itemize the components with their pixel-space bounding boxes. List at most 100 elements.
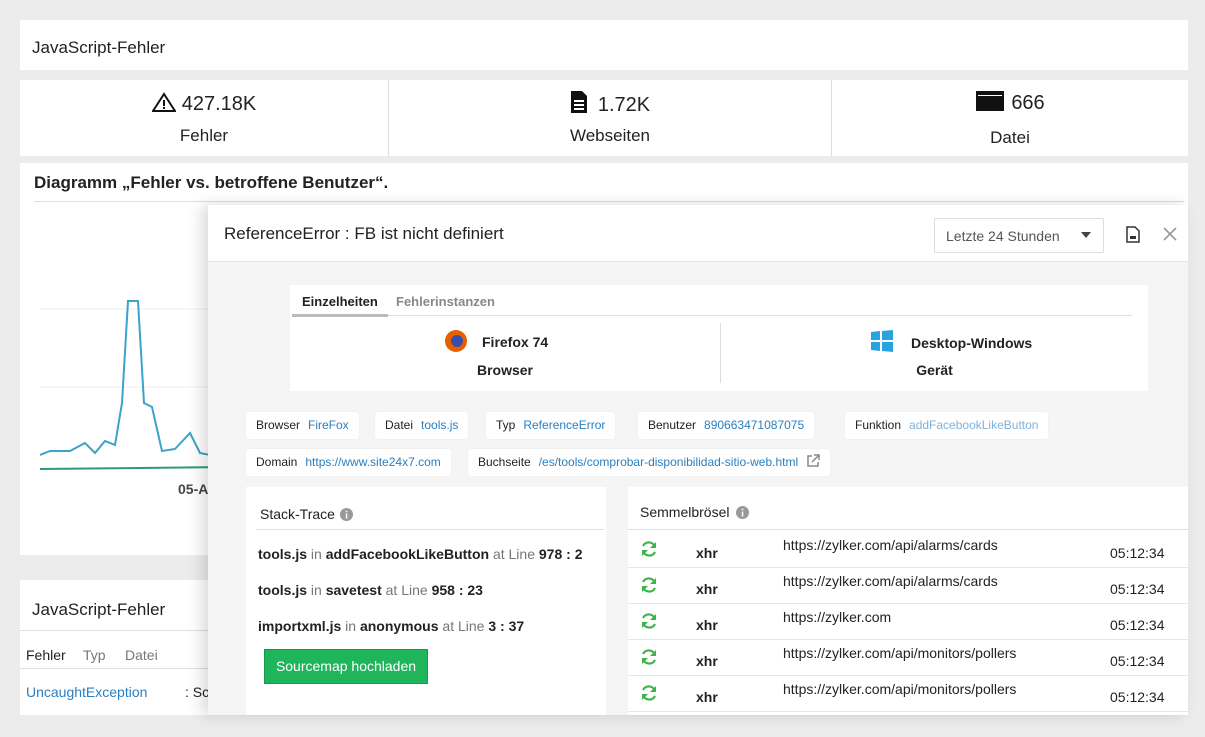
warning-icon <box>150 92 177 112</box>
stack-frame: importxml.js in anonymous at Line 3 : 37 <box>258 618 524 634</box>
list-title: JavaScript-Fehler <box>32 600 166 619</box>
stat-label: Datei <box>990 128 1030 147</box>
browser-value: Firefox 74 <box>482 334 549 350</box>
breadcrumb-row: xhr https://zylker.com/api/monitors/polle… <box>628 640 1188 676</box>
divider <box>20 668 220 669</box>
folder-icon <box>976 91 1005 111</box>
tag: Domain https://www.site24x7.com <box>246 449 451 476</box>
frame-function: savetest <box>325 582 382 598</box>
device-label: Gerät <box>916 362 953 378</box>
firefox-icon <box>445 330 467 352</box>
divider <box>720 323 721 383</box>
tag-key: Typ <box>496 418 516 432</box>
breadcrumb-time: 05:12:34 <box>1110 617 1165 633</box>
breadcrumb-time: 05:12:34 <box>1110 689 1165 705</box>
breadcrumb-row: xhr https://zylker.com/api/alarms/cards 05… <box>628 568 1188 604</box>
divider <box>34 201 1184 202</box>
divider <box>20 630 220 631</box>
tag-key: Domain <box>256 455 298 469</box>
breadcrumb-type: xhr <box>696 617 718 633</box>
tab-active[interactable]: Einzelheiten <box>302 294 378 309</box>
tab[interactable]: Fehlerinstanzen <box>396 294 495 309</box>
tag-value: ReferenceError <box>523 418 606 432</box>
tag-key: Benutzer <box>648 418 697 432</box>
frame-at: at Line <box>442 618 485 634</box>
frame-file: tools.js <box>258 582 308 598</box>
info-panel: Einzelheiten Fehlerinstanzen Firefox 74 … <box>290 285 1148 391</box>
frame-line: 958 : 23 <box>431 582 483 598</box>
list-tab[interactable]: Fehler <box>26 647 66 663</box>
frame-in: in <box>310 546 322 562</box>
stat-value: 1.72K <box>389 90 831 117</box>
time-range-dropdown[interactable]: Letzte 24 Stunden <box>934 218 1104 253</box>
pdf-button[interactable] <box>1126 226 1140 243</box>
breadcrumb-url: https://zylker.com <box>783 609 892 625</box>
refresh-icon <box>641 541 657 557</box>
list-card: JavaScript-Fehler Fehler Typ Datei Uncau… <box>20 580 220 715</box>
breadcrumb-type: xhr <box>696 653 718 669</box>
stat-number: 666 <box>1011 92 1045 114</box>
tag: Buchseite/es/tools/comprobar-disponibili… <box>468 449 831 476</box>
frame-at: at Line <box>385 582 428 598</box>
tag-value: addFacebookLikeButton <box>909 418 1039 432</box>
external-link-icon[interactable] <box>806 454 820 468</box>
breadcrumb-url: https://zylker.com/api/alarms/cards <box>783 537 998 553</box>
divider <box>831 80 832 156</box>
page-icon <box>570 91 587 113</box>
panel-title-text: Semmelbrösel <box>640 504 730 520</box>
close-button[interactable] <box>1163 227 1177 241</box>
stat-label: Webseiten <box>569 126 650 145</box>
refresh-icon <box>641 685 657 701</box>
list-tab[interactable]: Typ <box>83 647 106 663</box>
breadcrumb-url: https://zylker.com/api/alarms/cards <box>783 573 998 589</box>
breadcrumb-url: https://zylker.com/api/monitors/pollers <box>783 645 1017 661</box>
panel-title-text: Stack-Trace <box>260 506 335 522</box>
tag-value: 890663471087075 <box>704 418 805 432</box>
frame-function: anonymous <box>359 618 439 634</box>
tag-value: https://www.site24x7.com <box>305 455 441 469</box>
tag-key: Datei <box>385 418 414 432</box>
modal-header: ReferenceError : FB ist nicht definiert … <box>208 205 1188 262</box>
upload-sourcemap-button[interactable]: Sourcemap hochladen <box>264 649 428 684</box>
frame-at: at Line <box>492 546 535 562</box>
frame-line: 3 : 37 <box>488 618 525 634</box>
breadcrumbs-panel: Semmelbrösel xhr https://zylker.com/api/a… <box>628 487 1188 715</box>
stack-frame: tools.js in addFacebookLikeButton at Lin… <box>258 546 582 562</box>
header-card: JavaScript-Fehler <box>20 20 1188 70</box>
breadcrumb-time: 05:12:34 <box>1110 653 1165 669</box>
chart-fragment <box>40 300 230 470</box>
breadcrumb-url: https://zylker.com/api/monitors/pollers <box>783 681 1017 697</box>
divider <box>292 315 1132 316</box>
breadcrumb-time: 05:12:34 <box>1110 581 1165 597</box>
breadcrumb-type: xhr <box>696 689 718 705</box>
tag: Typ ReferenceError <box>486 412 616 439</box>
x-label: 05-A <box>178 481 209 497</box>
caret <box>1081 232 1091 238</box>
breadcrumb-row: xhr https://zylker.com/api/monitors/polle… <box>628 676 1188 712</box>
tag: Datei tools.js <box>375 412 469 439</box>
stat-number: 1.72K <box>597 94 651 116</box>
frame-line: 978 : 2 <box>538 546 583 562</box>
breadcrumb-time: 05:12:34 <box>1110 545 1165 561</box>
breadcrumb-type: xhr <box>696 581 718 597</box>
info-icon <box>736 506 750 519</box>
error-link[interactable]: UncaughtException <box>26 684 148 700</box>
breadcrumb-row: xhr https://zylker.com 05:12:34 <box>628 604 1188 640</box>
frame-file: tools.js <box>258 546 308 562</box>
stat-label: Fehler <box>179 126 229 145</box>
tag-key: Funktion <box>855 418 902 432</box>
tag: Browser FireFox <box>246 412 359 439</box>
breadcrumb-type: xhr <box>696 545 718 561</box>
browser-label: Browser <box>476 362 534 378</box>
stat-value: 666 <box>832 90 1188 115</box>
panel-title: Stack-Trace <box>260 506 353 522</box>
error-message: : Sc <box>185 684 210 700</box>
divider <box>256 529 604 530</box>
tag-value: FireFox <box>308 418 349 432</box>
frame-function: addFacebookLikeButton <box>325 546 490 562</box>
breadcrumb-row: xhr https://zylker.com/api/alarms/cards 05… <box>628 532 1188 568</box>
modal-title: ReferenceError : FB ist nicht definiert <box>224 224 504 243</box>
list-tab[interactable]: Datei <box>125 647 158 663</box>
